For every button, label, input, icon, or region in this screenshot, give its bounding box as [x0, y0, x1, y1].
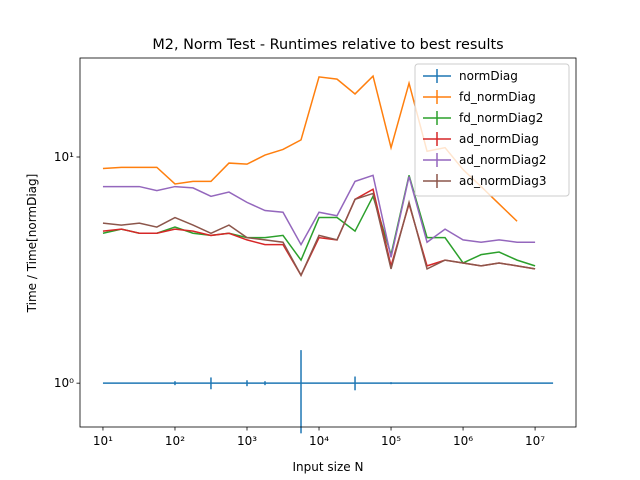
x-tick-label: 10² — [165, 434, 185, 448]
legend-label: normDiag — [459, 69, 518, 83]
x-tick-label: 10⁶ — [453, 434, 473, 448]
legend-label: ad_normDiag — [459, 132, 539, 146]
legend-label: fd_normDiag2 — [459, 111, 543, 125]
plot-frame — [79, 57, 577, 428]
y-axis-label: Time / Time[normDiag] — [25, 174, 39, 314]
x-tick-label: 10⁷ — [525, 434, 545, 448]
x-axis-label: Input size N — [293, 460, 364, 474]
legend-box — [414, 63, 570, 197]
chart-title: M2, Norm Test - Runtimes relative to bes… — [152, 37, 503, 53]
series-line — [102, 192, 536, 277]
y-tick-label: 10⁰ — [54, 376, 74, 390]
x-tick-label: 10³ — [237, 434, 257, 448]
legend: normDiag fd_normDiag fd_normDiag2 ad_normDi… — [414, 63, 570, 197]
y-tick-label: 10¹ — [54, 150, 74, 164]
series-line — [102, 174, 536, 258]
x-tick-label: 10⁵ — [381, 434, 401, 448]
legend-label: ad_normDiag2 — [459, 153, 547, 167]
x-tick-label: 10⁴ — [309, 434, 329, 448]
legend-label: fd_normDiag — [459, 90, 536, 104]
legend-label: ad_normDiag3 — [459, 174, 547, 188]
x-tick-label: 10¹ — [93, 434, 113, 448]
